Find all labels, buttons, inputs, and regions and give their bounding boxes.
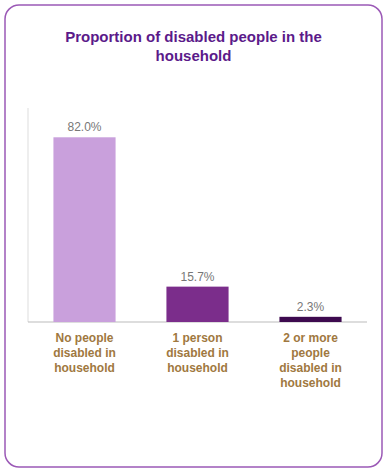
x-tick-label: 1 persondisabled inhousehold [166,331,229,375]
x-tick-label: No peopledisabled inhousehold [53,331,116,375]
bar [279,317,341,322]
frame [5,5,382,467]
data-label: 2.3% [297,300,325,314]
chart-svg: Proportion of disabled people in thehous… [0,0,387,472]
data-label: 15.7% [180,270,214,284]
bar [53,137,115,322]
y-axis-line [28,108,29,322]
bars [53,137,341,322]
bar [166,287,228,322]
data-label: 82.0% [67,120,101,134]
chart-container: Proportion of disabled people in thehous… [0,0,387,472]
title: Proportion of disabled people in thehous… [65,28,322,64]
x-tick-label: 2 or morepeopledisabled inhousehold [279,331,342,390]
